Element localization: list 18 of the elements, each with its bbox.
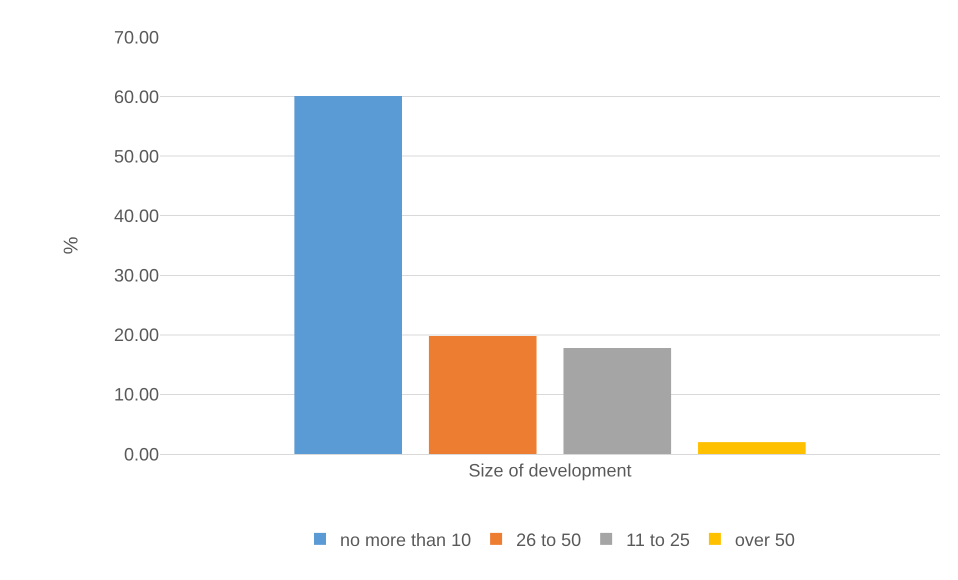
legend-label: 11 to 25 (626, 530, 690, 550)
y-tick-label: 20.00 (114, 325, 159, 346)
y-tick-label: 40.00 (114, 206, 159, 226)
y-tick-label: 30.00 (114, 266, 159, 286)
bar (698, 442, 806, 454)
y-tick-label: 10.00 (114, 384, 159, 405)
y-tick-label: 0.00 (124, 444, 159, 464)
bar (563, 348, 672, 454)
y-tick-label: 70.00 (114, 27, 159, 48)
legend-label: no more than 10 (340, 530, 472, 550)
legend-label: over 50 (734, 530, 795, 550)
y-tick-label: 60.00 (114, 86, 159, 107)
bar (294, 96, 402, 454)
x-tick-label: Size of development (468, 460, 632, 481)
bar (428, 336, 537, 454)
legend-label: 26 to 50 (516, 530, 582, 550)
y-tick-label: 50.00 (114, 146, 159, 166)
y-axis-title: % (60, 236, 82, 254)
